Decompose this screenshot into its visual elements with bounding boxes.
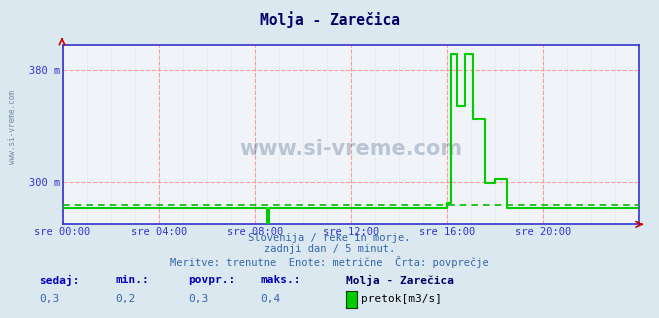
Text: Molja - Zarečica: Molja - Zarečica (346, 275, 454, 286)
Text: pretok[m3/s]: pretok[m3/s] (361, 294, 442, 304)
Text: Meritve: trenutne  Enote: metrične  Črta: povprečje: Meritve: trenutne Enote: metrične Črta: … (170, 256, 489, 268)
Text: zadnji dan / 5 minut.: zadnji dan / 5 minut. (264, 244, 395, 254)
Text: Slovenija / reke in morje.: Slovenija / reke in morje. (248, 233, 411, 243)
Text: min.:: min.: (115, 275, 149, 285)
Text: povpr.:: povpr.: (188, 275, 235, 285)
Text: 0,3: 0,3 (188, 294, 208, 304)
Text: www.si-vreme.com: www.si-vreme.com (8, 90, 17, 164)
Text: www.si-vreme.com: www.si-vreme.com (239, 139, 463, 159)
Text: sedaj:: sedaj: (40, 275, 80, 286)
Text: Molja - Zarečica: Molja - Zarečica (260, 11, 399, 28)
Text: maks.:: maks.: (260, 275, 301, 285)
Text: 0,2: 0,2 (115, 294, 136, 304)
Text: 0,3: 0,3 (40, 294, 60, 304)
Text: 0,4: 0,4 (260, 294, 281, 304)
